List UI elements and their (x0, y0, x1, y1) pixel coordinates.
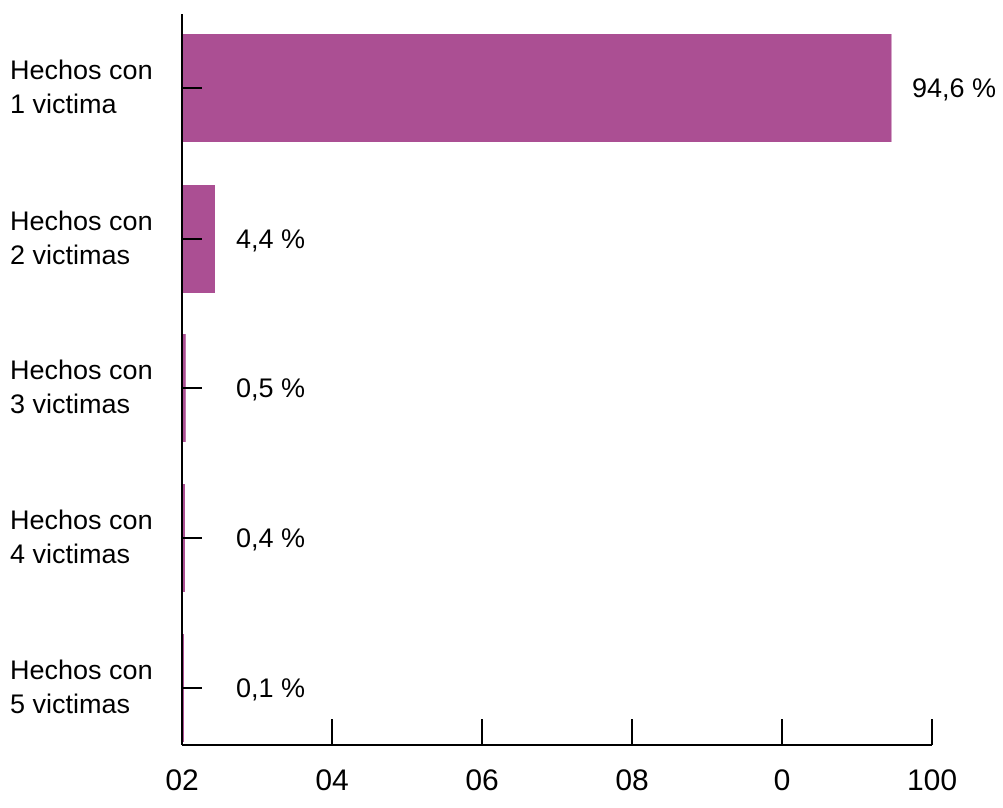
axes-group (181, 14, 932, 746)
bars-group (182, 34, 892, 742)
x-tick-label-5: 0 (774, 764, 791, 797)
category-label-2: Hechos con 2 victimas (10, 206, 153, 270)
value-labels-group: 94,6 % 4,4 % 0,5 % 0,4 % 0,1 % (236, 73, 996, 703)
category-labels-group: Hechos con 1 victima Hechos con 2 victimas H… (10, 55, 153, 719)
value-label-1: 94,6 % (912, 73, 996, 103)
category-label-3: Hechos con 3 victimas (10, 355, 153, 419)
x-tick-label-3: 06 (465, 764, 498, 797)
value-label-2: 4,4 % (236, 224, 305, 254)
value-label-3: 0,5 % (236, 373, 305, 403)
value-label-4: 0,4 % (236, 523, 305, 553)
category-label-4: Hechos con 4 victimas (10, 505, 153, 569)
x-tick-label-4: 08 (615, 764, 648, 797)
value-label-5: 0,1 % (236, 673, 305, 703)
x-ticks-group: 02 04 06 08 0 100 (165, 719, 957, 797)
x-tick-label-2: 04 (315, 764, 348, 797)
x-tick-label-1: 02 (165, 764, 198, 797)
x-tick-label-6: 100 (907, 764, 957, 797)
bar-1 (182, 34, 892, 142)
category-label-5: Hechos con 5 victimas (10, 655, 153, 719)
category-label-1: Hechos con 1 victima (10, 55, 153, 119)
